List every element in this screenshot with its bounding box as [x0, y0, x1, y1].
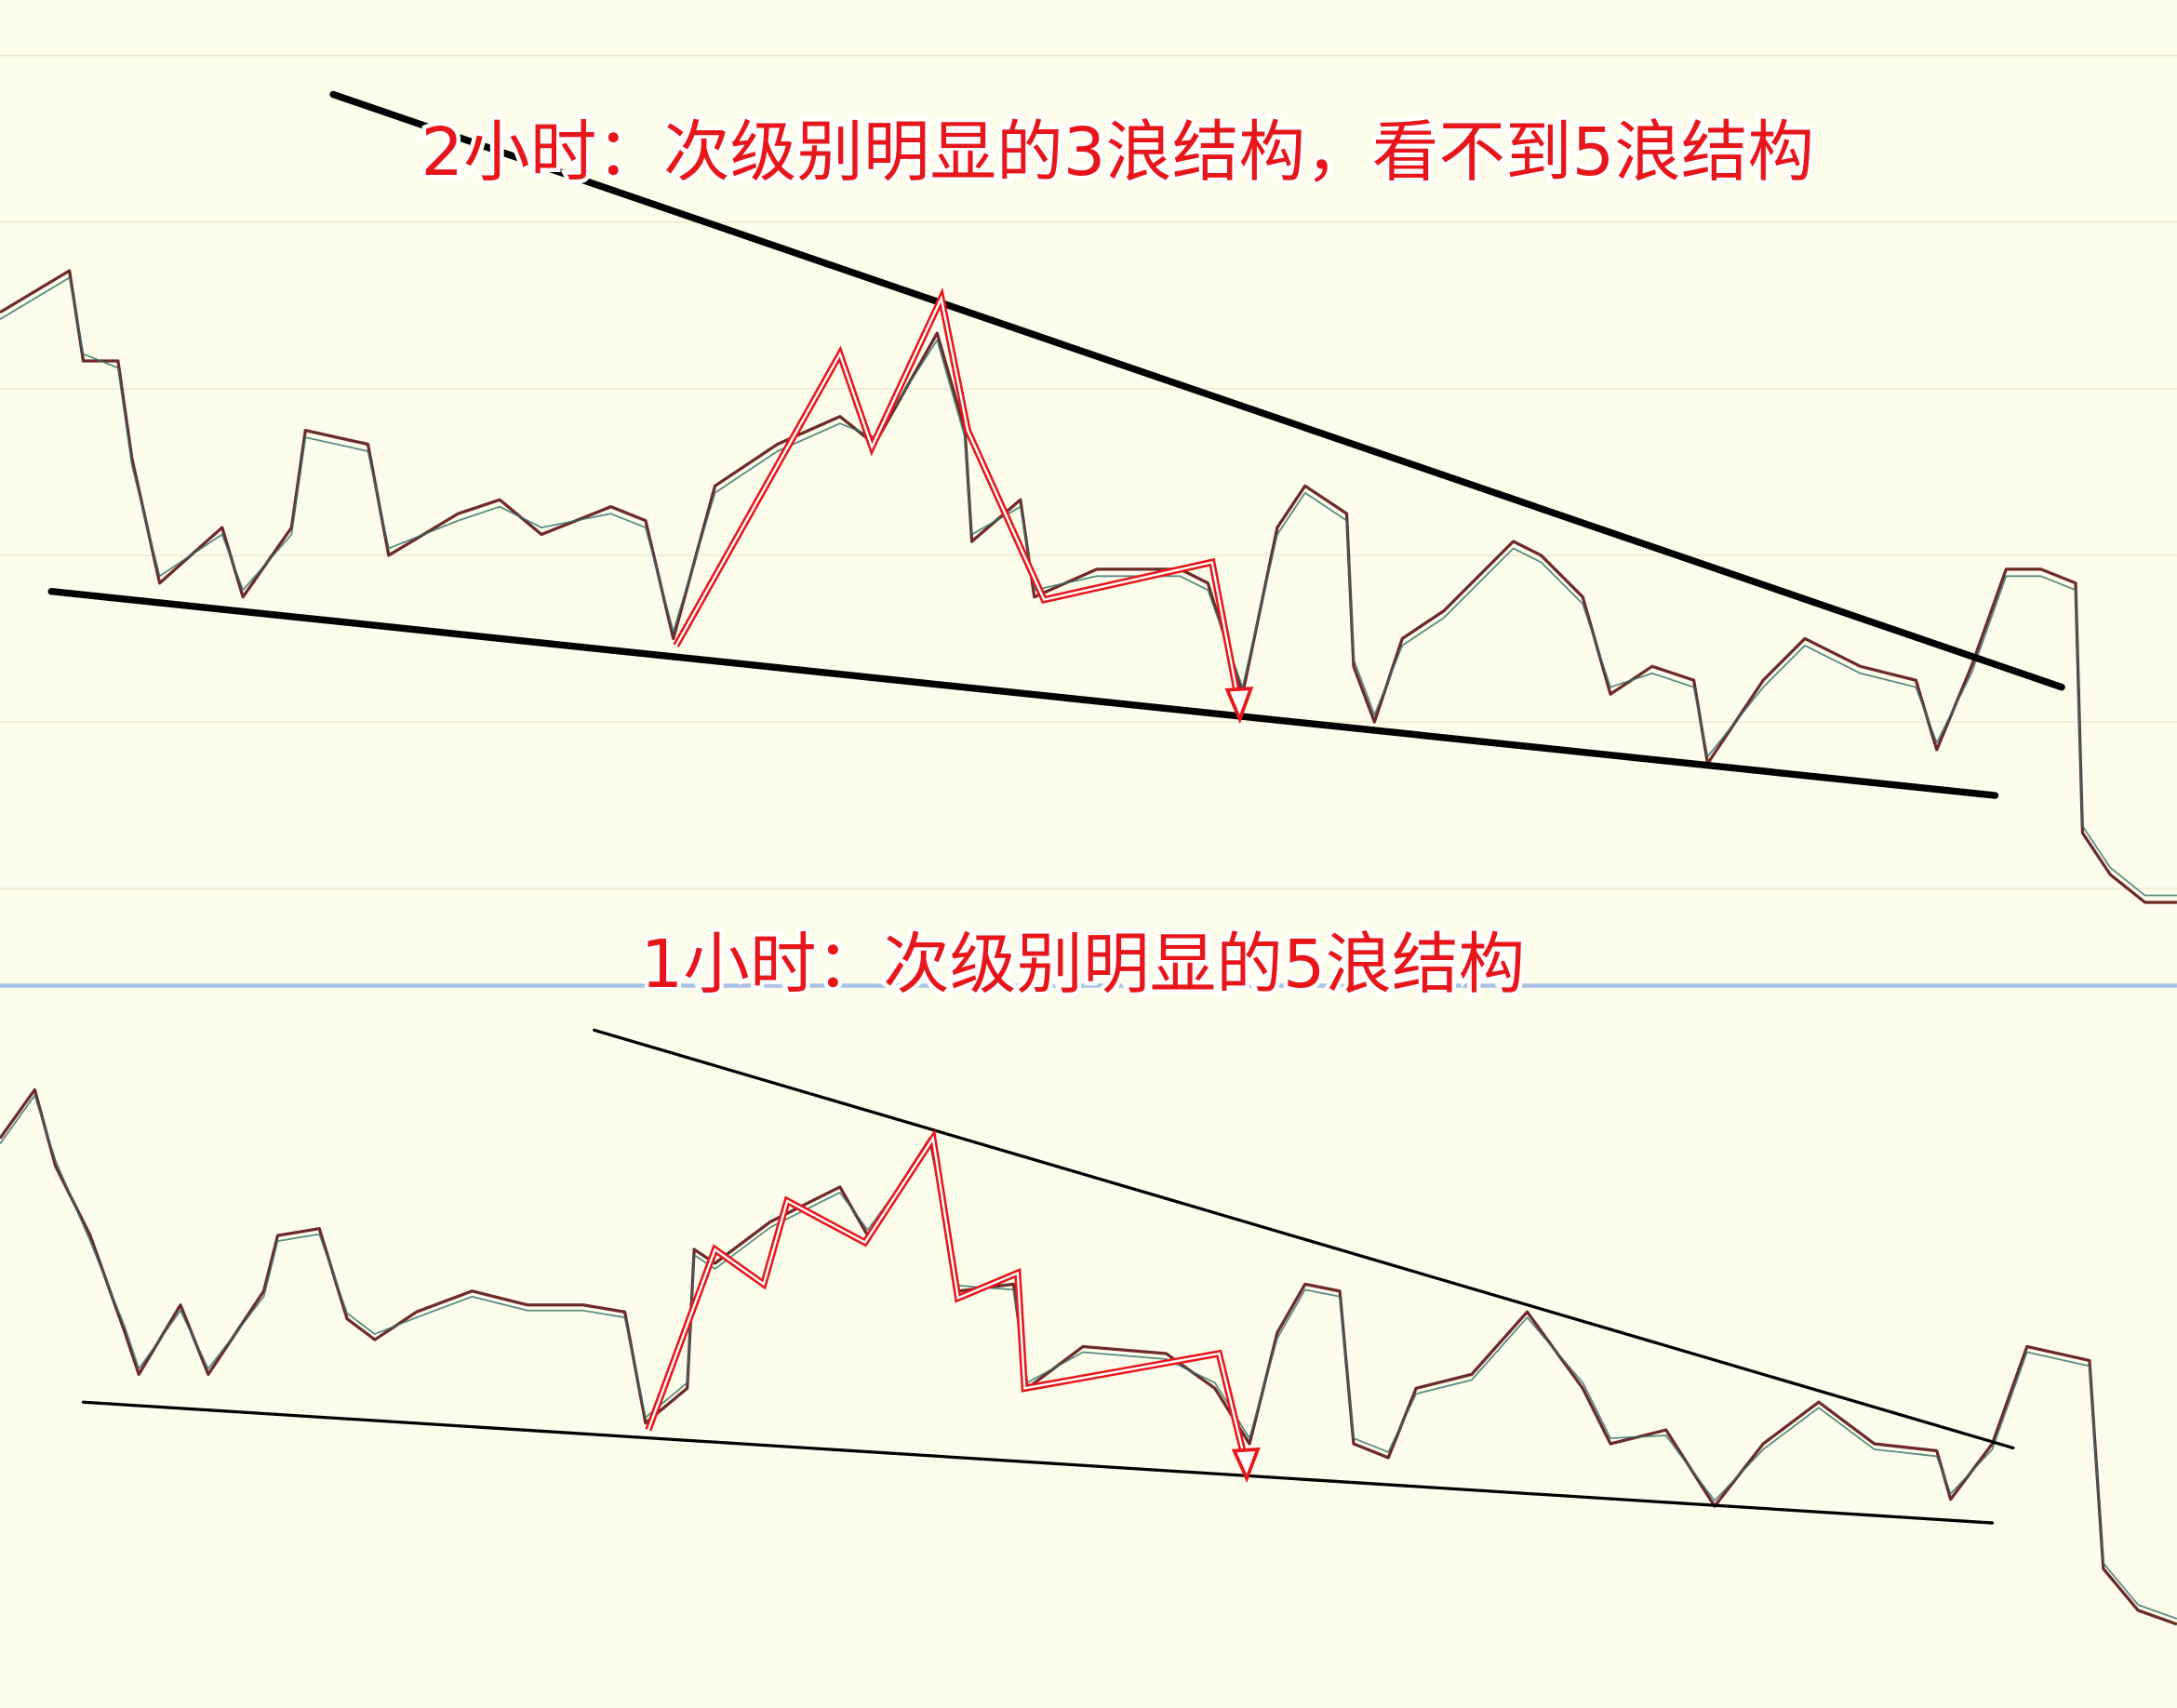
wave-arrow: [673, 287, 1254, 725]
lower-trend-line: [47, 587, 1999, 799]
grid: [0, 54, 2177, 889]
lower-trend-line: [81, 1400, 1995, 1525]
wave-arrow: [645, 1128, 1261, 1484]
bottom-panel: 1小时：次级别明显的5浪结构: [0, 922, 2177, 1626]
upper-trend-line: [329, 90, 2065, 691]
panel-title: 2小时：次级别明显的3浪结构，看不到5浪结构: [421, 113, 1815, 191]
upper-trend-line: [593, 1028, 2015, 1450]
price-path-shadow: [0, 276, 2177, 897]
price-path: [0, 269, 2177, 904]
panels: 2小时：次级别明显的3浪结构，看不到5浪结构 1小时：次级别明显的5浪结构: [0, 54, 2177, 1626]
top-panel: 2小时：次级别明显的3浪结构，看不到5浪结构: [0, 54, 2177, 904]
panel-title: 1小时：次级别明显的5浪结构: [641, 926, 1526, 1003]
